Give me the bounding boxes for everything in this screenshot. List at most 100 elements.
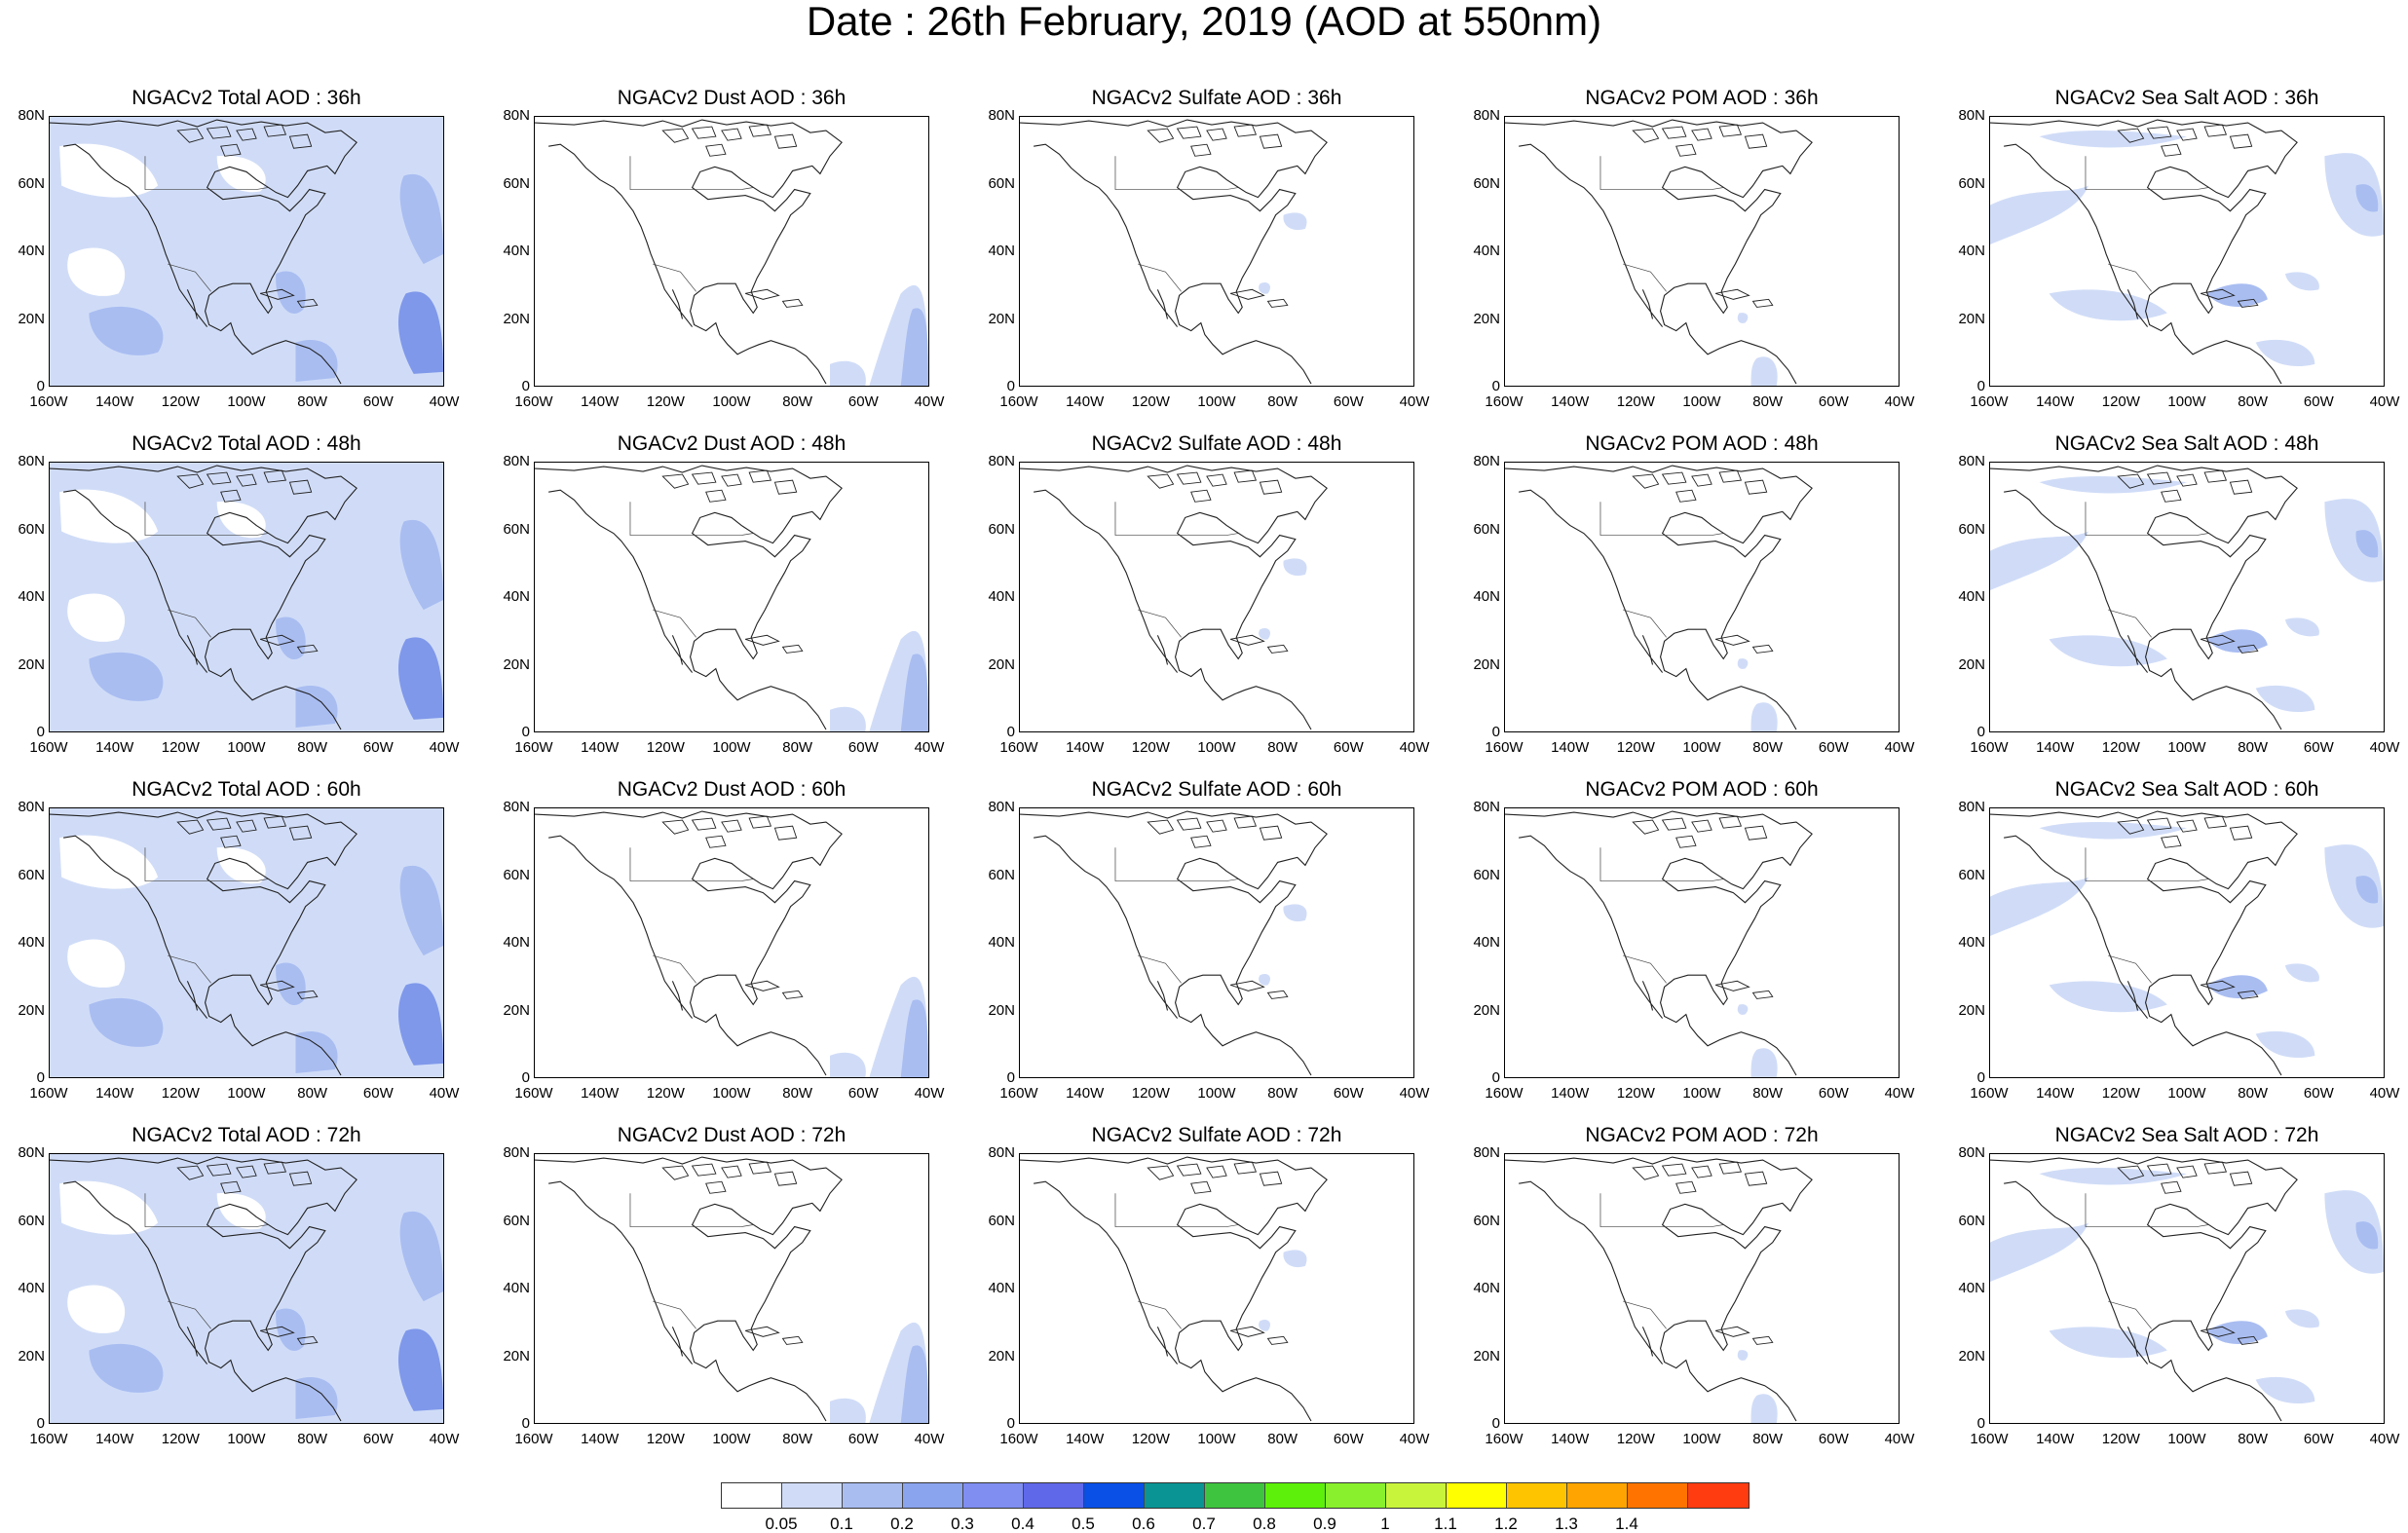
lat-tick-label: 60N: [1473, 520, 1500, 538]
island-outline: [2117, 1165, 2145, 1180]
lon-tick-label: 40W: [1399, 393, 1430, 410]
aod-map-seasalt-48h: [1989, 462, 2385, 732]
island-outline: [2161, 143, 2182, 157]
country-border: [1114, 847, 1239, 984]
island-outline: [2161, 489, 2182, 503]
lon-tick-label: 100W: [227, 1085, 266, 1102]
island-outline: [1632, 1165, 1660, 1180]
island-outline: [1632, 819, 1660, 835]
country-border: [2085, 847, 2209, 984]
lon-tick-label: 80W: [1267, 393, 1298, 410]
lon-tick-label: 100W: [227, 739, 266, 756]
aod-shade-region: [1750, 356, 1778, 386]
aod-shade-region: [1990, 185, 2088, 244]
island-outline: [1691, 819, 1712, 833]
aod-shade-region: [1259, 1319, 1270, 1331]
map-canvas: [535, 465, 928, 731]
aod-shade-region: [89, 997, 164, 1047]
island-outline: [1147, 819, 1175, 835]
island-outline: [781, 990, 804, 999]
lat-tick-label: 40N: [1958, 1280, 1985, 1296]
island-outline: [296, 990, 319, 999]
lon-tick-label: 40W: [1399, 1431, 1430, 1447]
island-outline: [2146, 471, 2172, 485]
aod-shade-region: [59, 1180, 159, 1235]
lat-tick-label: 40N: [18, 588, 45, 605]
panel-title: NGACv2 Dust AOD : 72h: [617, 1124, 847, 1146]
lat-tick-label: 80N: [988, 453, 1015, 469]
coastline: [1990, 810, 2298, 1076]
lat-tick-label: 60N: [988, 866, 1015, 883]
island-outline: [691, 126, 717, 139]
aod-shade-region: [830, 360, 866, 386]
lat-tick-label: 80N: [1473, 453, 1500, 469]
island-outline: [296, 644, 319, 654]
aod-shade-region: [216, 501, 266, 539]
lat-tick-label: 80N: [18, 107, 45, 124]
island-outline: [1259, 1171, 1283, 1186]
lon-tick-label: 60W: [362, 1085, 394, 1102]
lon-tick-label: 100W: [227, 1431, 266, 1447]
island-outline: [1176, 817, 1202, 831]
lat-tick-label: 20N: [18, 1001, 45, 1019]
aod-shade-region: [2206, 1321, 2268, 1344]
lon-tick-label: 80W: [1752, 1431, 1784, 1447]
island-outline: [1259, 479, 1283, 495]
lat-tick-label: 60N: [988, 1212, 1015, 1229]
island-outline: [1233, 815, 1258, 829]
aod-shade-region: [397, 291, 443, 374]
lon-tick-label: 140W: [1551, 1431, 1590, 1447]
island-outline: [1661, 126, 1687, 139]
country-border: [144, 502, 269, 638]
lat-tick-label: 0: [1006, 378, 1015, 394]
island-outline: [2146, 126, 2172, 139]
panel-title: NGACv2 Sulfate AOD : 36h: [1091, 87, 1342, 109]
island-outline: [2200, 288, 2236, 300]
lon-tick-label: 60W: [1333, 393, 1364, 410]
island-outline: [2161, 1180, 2182, 1194]
panel-title: NGACv2 Sea Salt AOD : 36h: [2054, 87, 2319, 109]
lat-tick-label: 40N: [988, 243, 1015, 259]
aod-shade-region: [399, 173, 443, 265]
island-outline: [2176, 819, 2198, 833]
lon-tick-label: 40W: [2369, 1431, 2400, 1447]
island-outline: [220, 489, 242, 503]
lon-tick-label: 160W: [1485, 1085, 1524, 1102]
island-outline: [773, 825, 798, 841]
aod-shade-region: [2324, 499, 2384, 582]
aod-map-total-36h: [49, 116, 444, 387]
lon-tick-label: 100W: [1682, 739, 1721, 756]
lat-tick-label: 20N: [1958, 1347, 1985, 1365]
island-outline: [176, 1165, 205, 1180]
island-outline: [1661, 817, 1687, 831]
map-canvas: [1020, 119, 1328, 385]
island-outline: [2117, 819, 2145, 835]
panel-title: NGACv2 Dust AOD : 48h: [617, 432, 847, 455]
aod-shade-region: [1737, 313, 1749, 323]
lat-tick-label: 40N: [503, 1280, 530, 1296]
panel-title: NGACv2 Sulfate AOD : 60h: [1091, 778, 1342, 801]
island-outline: [691, 817, 717, 831]
lat-tick-label: 20N: [1473, 310, 1500, 327]
lon-tick-label: 80W: [1752, 739, 1784, 756]
island-outline: [744, 980, 780, 991]
aod-shade-region: [1259, 973, 1270, 986]
island-outline: [2203, 815, 2228, 829]
lat-tick-label: 60N: [1958, 520, 1985, 538]
island-outline: [1744, 1171, 1768, 1186]
aod-shade-region: [67, 939, 126, 988]
aod-shade-region: [1283, 558, 1307, 577]
island-outline: [748, 815, 772, 829]
lat-tick-label: 40N: [18, 1280, 45, 1296]
lat-tick-label: 0: [1491, 1415, 1500, 1432]
aod-map-sulfate-60h: [1019, 807, 1414, 1078]
lon-tick-label: 60W: [1818, 1431, 1849, 1447]
island-outline: [1661, 471, 1687, 485]
coastline: [1020, 1156, 1328, 1422]
lat-tick-label: 40N: [988, 934, 1015, 951]
island-outline: [1176, 471, 1202, 485]
lon-tick-label: 40W: [1884, 393, 1915, 410]
island-outline: [1632, 128, 1660, 143]
island-outline: [1744, 479, 1768, 495]
aod-shade-region: [1259, 627, 1270, 640]
